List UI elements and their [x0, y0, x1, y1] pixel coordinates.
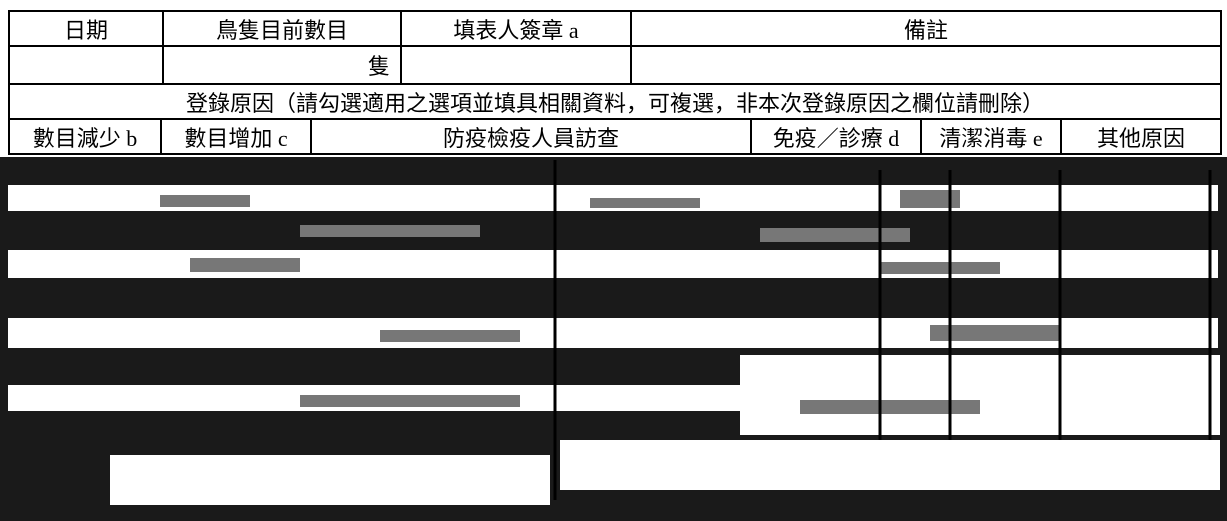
reason-cell: 其他原因	[1060, 118, 1222, 155]
grid-remnants	[553, 160, 1212, 500]
reason-cell: 數目減少 b	[8, 118, 162, 155]
reason-cell: 免疫／診療 d	[750, 118, 922, 155]
noise-blocks	[160, 190, 1060, 414]
